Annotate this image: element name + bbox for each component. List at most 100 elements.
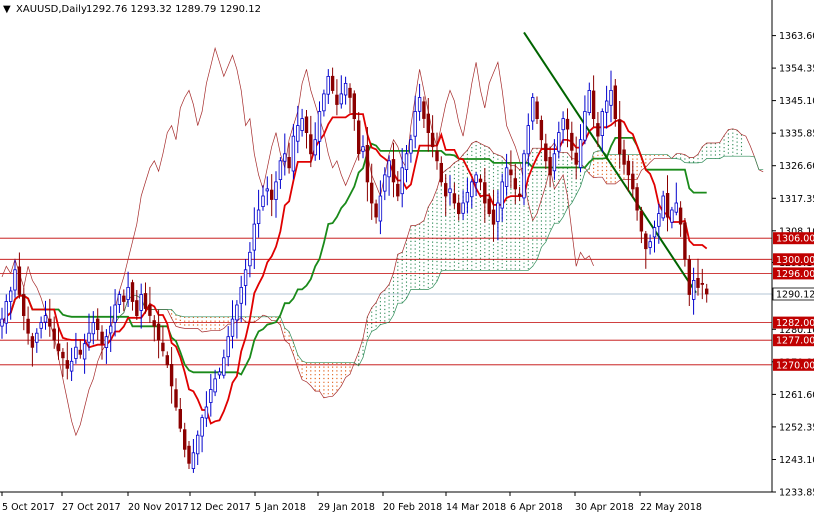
candle-body: [222, 357, 226, 376]
candle-body: [583, 111, 587, 141]
candle-body: [422, 101, 426, 119]
candle-body: [378, 195, 383, 222]
candle-body: [456, 202, 461, 214]
candle: [609, 70, 613, 123]
price-level-tag: [773, 267, 814, 280]
candle: [222, 349, 226, 379]
candle: [339, 75, 343, 109]
candle-body: [391, 159, 396, 183]
candle-body: [700, 282, 704, 285]
candle: [487, 193, 491, 217]
candle-body: [413, 111, 417, 137]
candle-body: [261, 195, 265, 208]
candle: [474, 172, 478, 196]
candle: [539, 115, 544, 149]
candle: [439, 156, 443, 186]
price-level-tag-label: 1277.00: [776, 336, 814, 347]
candle-body: [417, 97, 422, 112]
candle: [422, 96, 426, 128]
candle-body: [139, 294, 143, 311]
candle-body: [609, 90, 613, 106]
candle: [65, 342, 69, 380]
candle: [596, 112, 600, 147]
candle: [291, 124, 296, 180]
price-level-tag-label: 1306.00: [776, 234, 814, 245]
candle-body: [470, 181, 474, 198]
candle: [365, 127, 370, 202]
candle: [496, 190, 500, 241]
candle-body: [104, 336, 109, 349]
candle-body: [696, 277, 700, 288]
candle-body: [278, 160, 283, 181]
candle: [618, 101, 622, 169]
candle: [644, 231, 648, 269]
candle-body: [435, 150, 439, 162]
candle-body: [209, 389, 213, 403]
candle: [322, 89, 326, 117]
candle-body: [213, 378, 217, 393]
x-tick-label: 20 Nov 2017: [128, 502, 189, 513]
candle-body: [135, 300, 139, 317]
candle: [361, 135, 365, 159]
candle-body: [644, 233, 648, 250]
candle: [169, 347, 174, 404]
candle-body: [43, 315, 48, 323]
y-tick-label: 1243.10: [779, 455, 814, 466]
candle-body: [178, 408, 182, 429]
candle-body: [396, 183, 400, 197]
candle-body: [122, 295, 126, 302]
candle: [343, 76, 348, 105]
candle-body: [309, 134, 313, 155]
candle-body: [531, 97, 535, 122]
candle: [91, 311, 95, 345]
candle: [635, 183, 639, 221]
candle-body: [48, 318, 52, 327]
candle-body: [639, 210, 644, 232]
current-price-tag: [772, 287, 814, 301]
candle-body: [605, 100, 609, 113]
candle: [39, 316, 43, 339]
candle: [417, 83, 422, 121]
candle: [652, 220, 657, 253]
candle: [518, 186, 522, 201]
candle-body: [282, 153, 287, 162]
time-axis-panel: [0, 493, 814, 514]
price-level-tag-label: 1282.00: [776, 318, 814, 329]
candle: [182, 422, 187, 458]
candle-body: [322, 93, 326, 112]
candle-body: [374, 203, 378, 218]
candle: [109, 306, 113, 352]
candle: [304, 110, 309, 149]
candle: [613, 79, 617, 127]
candle: [8, 286, 13, 320]
x-tick-label: 6 Apr 2018: [510, 502, 563, 513]
kijun-line: [1, 137, 707, 376]
candle-body: [191, 452, 196, 469]
candle-body: [200, 417, 204, 437]
candle-body: [304, 116, 309, 134]
candle: [552, 139, 557, 180]
price-level-tag: [773, 253, 814, 266]
candle-body: [652, 227, 657, 238]
candle: [352, 90, 356, 131]
trendline: [523, 31, 697, 294]
candle-body: [117, 294, 122, 305]
candle: [661, 190, 665, 221]
candle: [574, 136, 578, 180]
candle: [252, 207, 256, 269]
candle-body: [113, 304, 117, 323]
candle-body: [313, 139, 317, 156]
candle: [544, 133, 548, 170]
candle-body: [670, 209, 674, 223]
candle-body: [226, 336, 230, 358]
chart-menu-icon[interactable]: ▼: [3, 4, 11, 15]
candle-body: [496, 202, 500, 222]
candle: [21, 287, 26, 331]
candle: [674, 182, 678, 216]
candle: [48, 298, 52, 337]
x-tick-label: 5 Jan 2018: [255, 502, 306, 513]
candle: [104, 329, 109, 364]
y-tick-label: 1252.35: [779, 422, 814, 433]
candle: [639, 206, 644, 244]
